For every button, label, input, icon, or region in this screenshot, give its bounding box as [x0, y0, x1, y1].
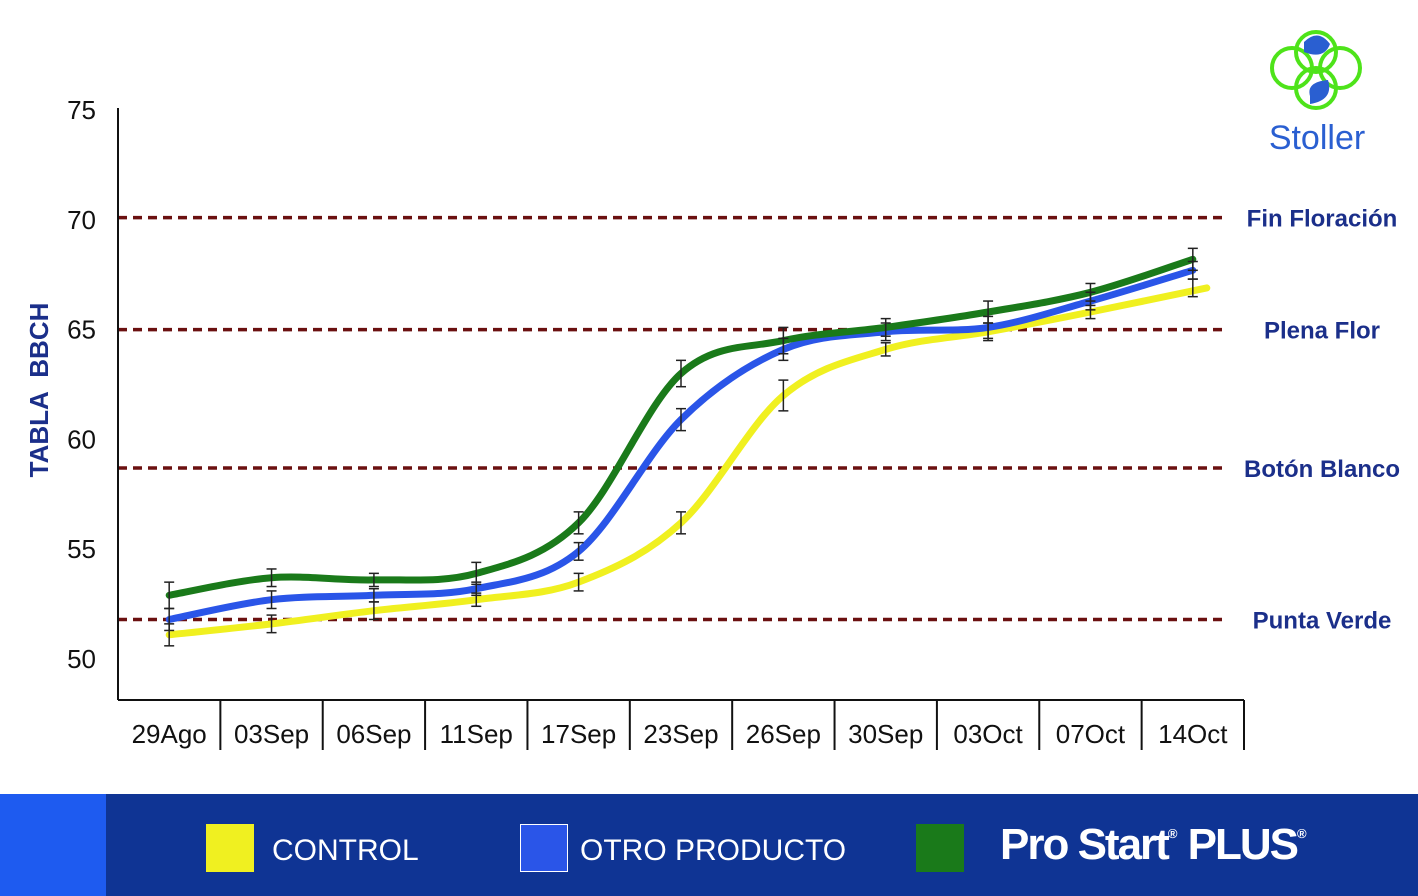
- y-tick-label: 60: [67, 424, 96, 454]
- x-tick-label: 03Oct: [953, 719, 1023, 749]
- y-tick-label: 70: [67, 205, 96, 235]
- logo-drop-bottom: [1309, 80, 1330, 104]
- bbch-line-chart: Stoller TABLA BBCH Fin Floración Plena Fl…: [24, 30, 1400, 750]
- series-layer: [164, 247, 1211, 647]
- logo-text: Stoller: [1269, 119, 1365, 157]
- brand-registered-mark: ®: [1167, 826, 1178, 841]
- logo-ring-top: [1294, 30, 1338, 74]
- x-tick-label: 17Sep: [541, 719, 616, 749]
- y-tick-label: 50: [67, 644, 96, 674]
- legend-bar: CONTROL OTRO PRODUCTO Pro Start® PLUS®: [0, 794, 1418, 896]
- reference-line-label: Botón Blanco: [1244, 456, 1400, 483]
- legend-swatch-otro: [520, 824, 568, 872]
- reference-line-label: Fin Floración: [1247, 206, 1398, 233]
- logo-drop-top: [1304, 35, 1330, 55]
- series-line: [165, 284, 1211, 639]
- stoller-logo: Stoller: [1269, 30, 1365, 157]
- x-tick-label: 23Sep: [643, 719, 718, 749]
- x-tick-label: 29Ago: [132, 719, 207, 749]
- x-tick-label: 03Sep: [234, 719, 309, 749]
- series-line: [165, 255, 1197, 599]
- legend-accent-block: [0, 794, 106, 896]
- reference-line-label: Punta Verde: [1253, 607, 1392, 634]
- legend-swatch-prostart: [916, 824, 964, 872]
- legend-label-otro: OTRO PRODUCTO: [580, 834, 847, 867]
- x-tick-label: 06Sep: [336, 719, 411, 749]
- brand-suffix: PLUS: [1187, 820, 1299, 869]
- y-axis-title: TABLA BBCH: [24, 303, 54, 478]
- axes: 29Ago 03Sep 06Sep 11Sep 17Sep 23Sep 26Sep 30Sep…: [67, 95, 1245, 750]
- brand-prostart-plus: Pro Start® PLUS®: [1000, 820, 1307, 870]
- y-tick-label: 65: [67, 315, 96, 345]
- logo-ring-bottom: [1294, 66, 1338, 110]
- x-tick-label: 26Sep: [746, 719, 821, 749]
- reference-line-label: Plena Flor: [1264, 318, 1380, 345]
- brand-registered-mark-2: ®: [1297, 826, 1307, 841]
- legend-swatch-control: [206, 824, 254, 872]
- x-tick-label: 30Sep: [848, 719, 923, 749]
- legend-label-control: CONTROL: [272, 834, 419, 867]
- y-tick-label: 55: [67, 534, 96, 564]
- x-tick-label: 07Oct: [1056, 719, 1126, 749]
- y-tick-label: 75: [67, 95, 96, 125]
- brand-name: Pro Start: [1000, 820, 1170, 869]
- x-tick-label: 11Sep: [440, 719, 513, 749]
- x-tick-label: 14Oct: [1158, 719, 1228, 749]
